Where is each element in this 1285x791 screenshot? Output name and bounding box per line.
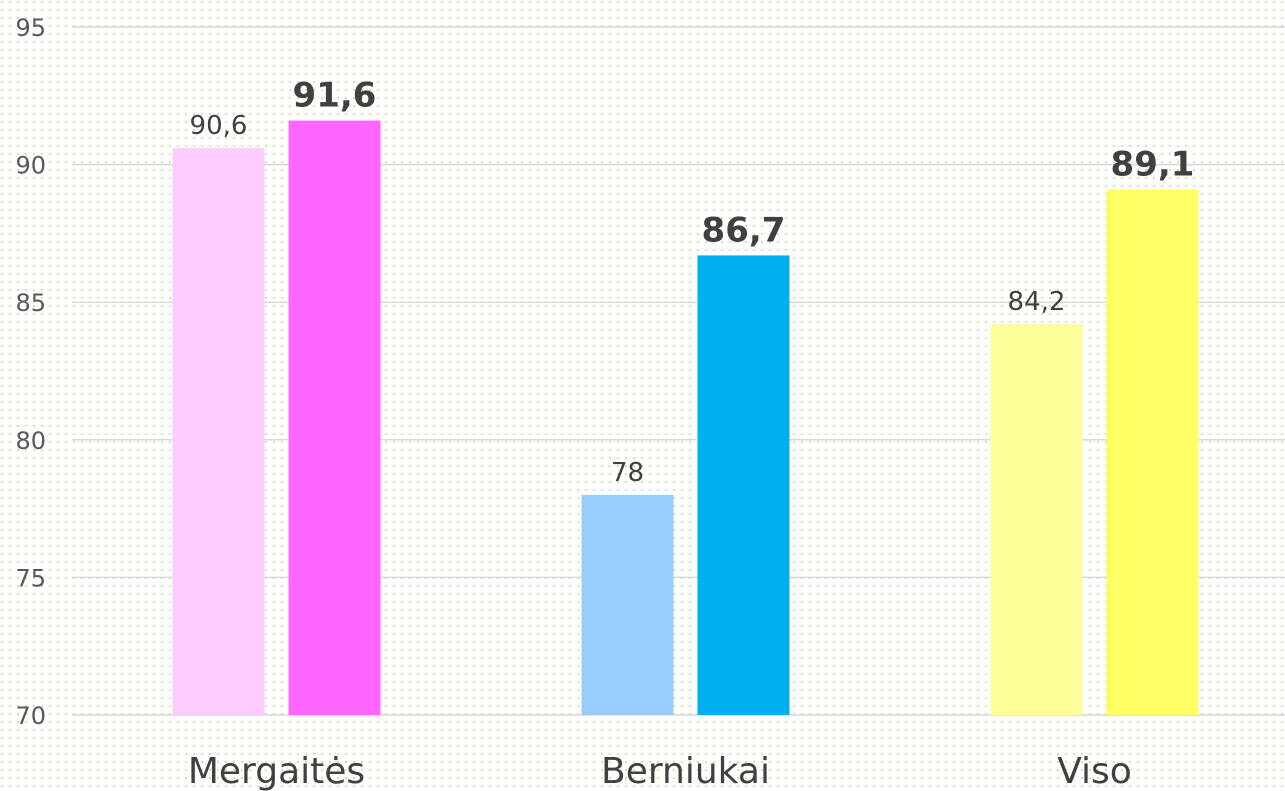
x-tick-label: Viso [1057,751,1132,791]
value-label: 90,6 [190,111,248,141]
bar [288,120,381,716]
x-tick-label: Mergaitės [188,751,365,791]
value-label: 91,6 [293,76,377,116]
bar [697,255,790,715]
value-label: 89,1 [1111,144,1195,184]
value-label: 86,7 [702,210,786,250]
y-tick-label: 75 [15,564,46,592]
y-tick-label: 85 [15,289,46,317]
y-tick-label: 70 [15,702,46,730]
bar [172,148,265,715]
y-tick-label: 90 [15,152,46,180]
bar [990,324,1083,715]
x-tick-label: Berniukai [601,751,770,791]
bar [1106,189,1199,716]
value-label: 78 [611,458,644,488]
y-tick-label: 95 [15,14,46,42]
value-label: 84,2 [1008,287,1066,317]
y-tick-label: 80 [15,427,46,455]
bar [581,494,674,715]
